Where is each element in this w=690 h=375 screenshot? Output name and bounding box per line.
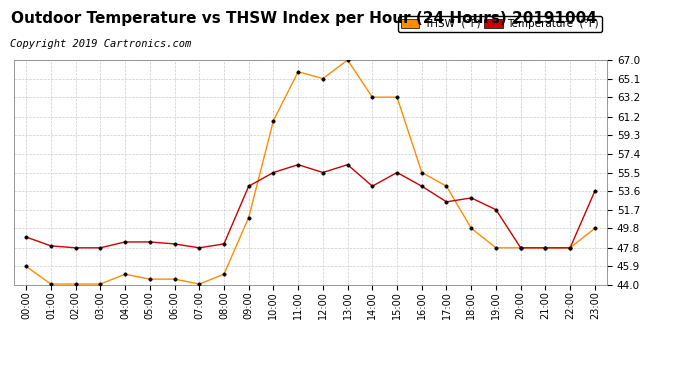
Text: Copyright 2019 Cartronics.com: Copyright 2019 Cartronics.com — [10, 39, 192, 50]
Legend: THSW  (°F), Temperature  (°F): THSW (°F), Temperature (°F) — [397, 16, 602, 32]
Text: Outdoor Temperature vs THSW Index per Hour (24 Hours) 20191004: Outdoor Temperature vs THSW Index per Ho… — [10, 11, 597, 26]
